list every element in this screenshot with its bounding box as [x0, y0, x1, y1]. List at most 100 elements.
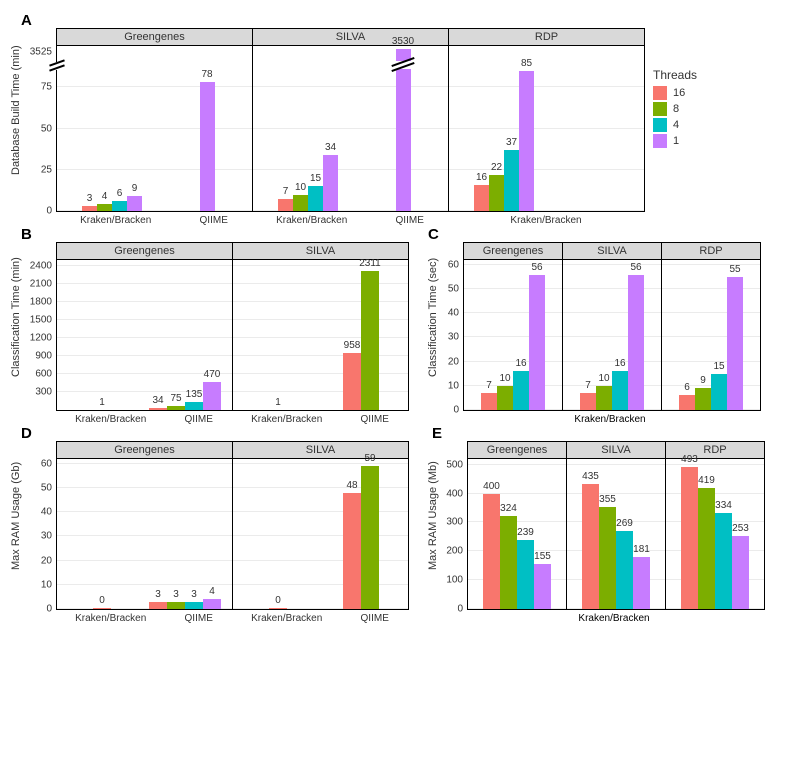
gridline	[57, 463, 232, 464]
bar-value-label: 9	[132, 183, 138, 194]
y-tick: 200	[446, 546, 463, 557]
bar-value-label: 239	[517, 527, 534, 538]
bar-value-label: 0	[275, 595, 281, 606]
bar	[715, 513, 732, 609]
y-tick: 20	[41, 555, 52, 566]
gridline	[468, 464, 566, 465]
y-tick: 30	[41, 531, 52, 542]
bar	[681, 467, 698, 609]
bar	[628, 275, 644, 410]
bar	[396, 49, 411, 211]
bar	[112, 201, 127, 211]
panel-e-y-axis: 0100200300400500	[439, 459, 467, 609]
bar-value-label: 75	[170, 393, 181, 404]
bar	[698, 488, 715, 609]
legend-item: 8	[653, 102, 697, 116]
facet-header: SILVA	[563, 242, 661, 260]
gridline	[57, 86, 252, 87]
bar-value-label: 4	[102, 191, 108, 202]
plot-area: 04859	[233, 459, 408, 609]
bar	[489, 175, 504, 211]
axis-break-icon	[51, 62, 63, 70]
bar	[596, 386, 612, 410]
panel-d-y-title: Max RAM Usage (Gb)	[10, 441, 22, 591]
bar-value-label: 85	[521, 58, 532, 69]
bar-value-label: 958	[344, 340, 361, 351]
facet-header: Greengenes	[468, 441, 566, 459]
bar	[481, 393, 497, 410]
bar	[149, 602, 167, 609]
x-axis-facet: Kraken/BrackenQIIME	[56, 411, 232, 425]
y-tick: 300	[446, 517, 463, 528]
gridline	[57, 319, 232, 320]
y-tick: 2100	[30, 279, 52, 290]
gridline	[233, 265, 408, 266]
bar-value-label: 48	[346, 480, 357, 491]
y-tick: 20	[448, 356, 459, 367]
plot-area: 19582311	[233, 260, 408, 410]
y-tick: 40	[41, 507, 52, 518]
bar-value-label: 493	[681, 454, 698, 465]
bar-value-label: 56	[630, 262, 641, 273]
bar-value-label: 355	[599, 494, 616, 505]
bar	[361, 466, 379, 609]
bar-value-label: 7	[585, 380, 591, 391]
plot-area: 435355269181	[567, 459, 665, 609]
figure-root: Database Build Time (min) 02550753525 AG…	[10, 28, 790, 624]
panel-c-y-title: Classification Time (sec)	[427, 242, 439, 392]
bar	[474, 185, 489, 211]
gridline	[563, 312, 661, 313]
bar	[732, 536, 749, 609]
gridline	[233, 301, 408, 302]
gridline	[662, 312, 760, 313]
y-tick: 0	[453, 405, 459, 416]
bar	[599, 507, 616, 609]
gridline	[449, 169, 644, 170]
y-tick: 1500	[30, 315, 52, 326]
x-axis-overall-label: Kraken/Bracken	[467, 613, 761, 624]
x-tick-label: QIIME	[185, 613, 213, 624]
facet-header: Greengenes	[57, 242, 232, 260]
gridline	[233, 337, 408, 338]
bar	[127, 196, 142, 211]
bar-value-label: 10	[598, 373, 609, 384]
bar-value-label: 16	[515, 358, 526, 369]
legend-swatch	[653, 134, 667, 148]
facet: SILVA71015343530	[252, 28, 448, 211]
legend-label: 1	[673, 135, 679, 147]
gridline	[233, 584, 408, 585]
x-axis-facet: Kraken/BrackenQIIME	[56, 212, 252, 226]
x-axis-facet: Kraken/BrackenQIIME	[56, 610, 232, 624]
gridline	[57, 301, 232, 302]
gridline	[57, 283, 232, 284]
gridline	[563, 336, 661, 337]
x-axis-facet: Kraken/BrackenQIIME	[252, 212, 448, 226]
bar-value-label: 400	[483, 481, 500, 492]
gridline	[253, 128, 448, 129]
gridline	[233, 373, 408, 374]
plot-area: 346978	[57, 46, 252, 211]
bar-value-label: 7	[486, 380, 492, 391]
gridline	[662, 336, 760, 337]
bar-value-label: 3530	[392, 36, 414, 47]
bar	[727, 277, 743, 410]
y-tick: 0	[46, 206, 52, 217]
x-axis-overall-label: Kraken/Bracken	[463, 414, 757, 425]
gridline	[563, 288, 661, 289]
bar-value-label: 6	[684, 382, 690, 393]
y-tick: 60	[41, 458, 52, 469]
bar-value-label: 56	[531, 262, 542, 273]
facet: SILVA7101656	[562, 242, 661, 410]
bar	[203, 382, 221, 410]
bar	[497, 386, 513, 410]
plot-area: 691555	[662, 260, 760, 410]
legend-label: 4	[673, 119, 679, 131]
gridline	[57, 535, 232, 536]
bar-value-label: 34	[325, 142, 336, 153]
bar-value-label: 419	[698, 475, 715, 486]
facet: DGreengenes03334	[56, 441, 232, 609]
facet: SILVA19582311	[232, 242, 409, 410]
panel-e-y-title: Max RAM Usage (Mb)	[427, 441, 439, 591]
y-tick: 1200	[30, 333, 52, 344]
legend-item: 1	[653, 134, 697, 148]
